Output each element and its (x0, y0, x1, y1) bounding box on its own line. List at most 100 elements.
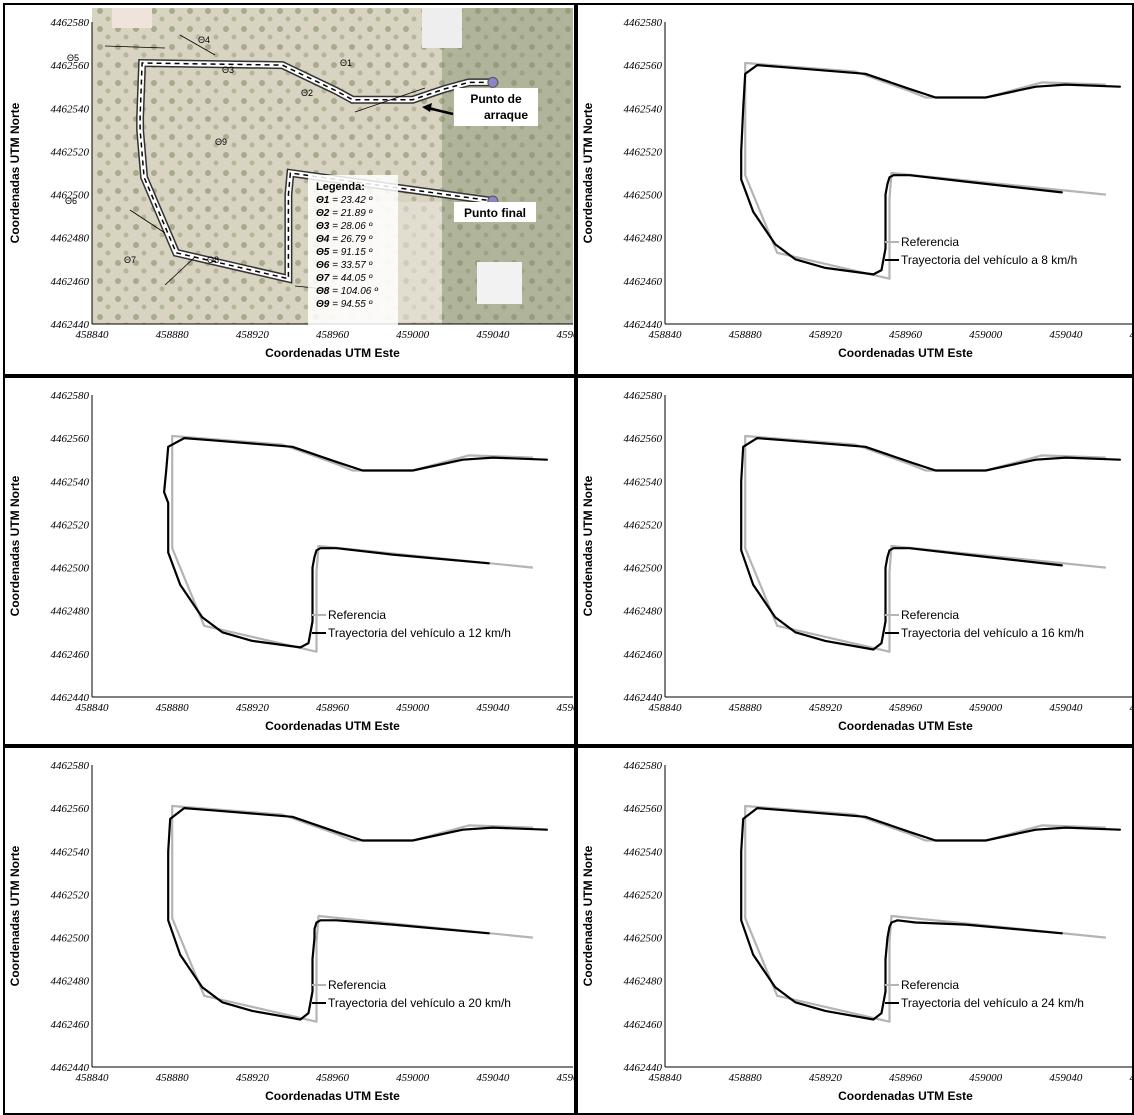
angle-marker: Θ8 (207, 255, 219, 265)
trajectory-line (740, 63, 1121, 276)
chart-svg: 4462440 4462460 4462480 4462500 4462520 44625… (8, 390, 574, 733)
chart-svg: 4462440 4462460 4462480 4462500 4462520 44625… (8, 8, 575, 360)
y-tick-label: 4462540 (51, 846, 90, 858)
end-label: Punto final (464, 206, 526, 220)
panel-trajectory-4: 4462440 4462460 4462480 4462500 4462520 44625… (3, 746, 576, 1115)
y-tick-label: 4462500 (51, 563, 90, 575)
chart-svg: 4462440 4462460 4462480 4462500 4462520 44625… (581, 390, 1132, 733)
y-tick-label: 4462440 (51, 692, 90, 704)
x-tick-label: 459000 (396, 1072, 430, 1084)
y-tick-label: 4462560 (51, 60, 90, 72)
y-tick-label: 4462500 (51, 190, 90, 202)
y-tick-label: 4462460 (624, 276, 663, 288)
x-tick-label: 458840 (649, 702, 683, 714)
x-tick-label: 459040 (476, 702, 510, 714)
x-tick-label: 458880 (156, 702, 190, 714)
panel-trajectory-5: 4462440 4462460 4462480 4462500 4462520 44625… (576, 746, 1134, 1115)
x-axis-title: Coordenadas UTM Este (265, 719, 400, 733)
x-tick-label: 458880 (729, 702, 763, 714)
angle-reference-line (179, 34, 216, 56)
x-tick-label: 458880 (156, 1072, 190, 1084)
legend-label-trajectory: Trayectoria del vehículo a 12 km/h (328, 626, 511, 640)
legend-item: Θ9 = 94.55 º (316, 299, 374, 310)
y-tick-label: 4462580 (624, 17, 663, 29)
building (477, 262, 522, 304)
x-tick-label: 458960 (889, 702, 923, 714)
y-tick-label: 4462480 (624, 606, 663, 618)
y-tick-label: 4462540 (51, 476, 90, 488)
y-axis-title: Coordenadas UTM Norte (8, 845, 22, 986)
legend-item: Θ6 = 33.57 º (316, 260, 374, 271)
y-tick-label: 4462500 (51, 933, 90, 945)
chart-svg: 4462440 4462460 4462480 4462500 4462520 44625… (8, 760, 574, 1103)
plot-area (92, 765, 573, 1067)
y-tick-label: 4462580 (51, 17, 90, 29)
x-tick-label: 458960 (316, 702, 350, 714)
angle-reference-line (104, 45, 166, 49)
y-tick-label: 4462460 (51, 649, 90, 661)
x-tick-label: 459040 (1049, 1072, 1083, 1084)
y-axis-title: Coordenadas UTM Norte (8, 475, 22, 616)
y-tick-label: 4462540 (624, 846, 663, 858)
x-tick-label: 458840 (76, 702, 110, 714)
legend-label-trajectory: Trayectoria del vehículo a 20 km/h (328, 996, 511, 1010)
y-tick-label: 4462500 (624, 933, 663, 945)
x-tick-label: 458920 (809, 329, 843, 341)
panel-trajectory-1: 4462440 4462460 4462480 4462500 4462520 44625… (576, 3, 1134, 376)
y-tick-label: 4462480 (624, 976, 663, 988)
y-tick-label: 4462460 (624, 649, 663, 661)
angle-marker: Θ3 (222, 65, 234, 75)
legend-item: Θ4 = 26.79 º (316, 234, 374, 245)
x-axis-title: Coordenadas UTM Este (265, 346, 400, 360)
y-tick-label: 4462460 (624, 1019, 663, 1031)
y-tick-label: 4462560 (51, 803, 90, 815)
legend-label-reference: Referencia (328, 608, 386, 622)
x-tick-label: 458960 (316, 1072, 350, 1084)
x-tick-label: 458840 (76, 329, 110, 341)
y-axis-title: Coordenadas UTM Norte (581, 102, 595, 243)
y-tick-label: 4462580 (51, 390, 90, 402)
trajectory-line (740, 807, 1121, 1021)
y-tick-label: 4462520 (51, 146, 90, 158)
y-tick-label: 4462580 (51, 760, 90, 772)
legend-item: Θ5 = 91.15 º (316, 247, 374, 258)
x-tick-label: 458880 (729, 1072, 763, 1084)
panel-trajectory-2: 4462440 4462460 4462480 4462500 4462520 44625… (3, 376, 576, 746)
angle-reference-line (164, 256, 196, 286)
start-arrow-head (422, 103, 432, 112)
legend-label-trajectory: Trayectoria del vehículo a 24 km/h (901, 996, 1084, 1010)
x-tick-label: 459040 (1049, 702, 1083, 714)
y-tick-label: 4462460 (51, 276, 90, 288)
start-arrow (427, 106, 454, 116)
chart-svg: 4462440 4462460 4462480 4462500 4462520 44625… (581, 760, 1133, 1103)
legend-label-reference: Referencia (328, 978, 386, 992)
x-tick-label: 459000 (969, 329, 1003, 341)
angle-reference-line (129, 209, 166, 234)
x-tick-label: 459000 (396, 329, 430, 341)
x-tick-label: 459080 (557, 329, 575, 341)
chart-svg: 4462440 4462460 4462480 4462500 4462520 44625… (581, 17, 1132, 360)
panel-route-map: 4462440 4462460 4462480 4462500 4462520 44625… (3, 3, 576, 376)
building (422, 8, 462, 48)
y-tick-label: 4462540 (624, 103, 663, 115)
x-tick-label: 459000 (396, 702, 430, 714)
x-tick-label: 458960 (889, 1072, 923, 1084)
x-tick-label: 458880 (156, 329, 190, 341)
x-tick-label: 458920 (236, 1072, 270, 1084)
y-tick-label: 4462540 (51, 103, 90, 115)
x-tick-label: 458920 (236, 702, 270, 714)
legend-label-reference: Referencia (901, 608, 959, 622)
legend-item: Θ1 = 23.42 º (316, 195, 374, 206)
legend-item: Θ2 = 21.89 º (316, 208, 374, 219)
x-tick-label: 458920 (809, 1072, 843, 1084)
y-tick-label: 4462580 (624, 390, 663, 402)
y-tick-label: 4462480 (51, 233, 90, 245)
x-tick-label: 458920 (236, 329, 270, 341)
y-tick-label: 4462580 (624, 760, 663, 772)
y-tick-label: 4462480 (51, 606, 90, 618)
legend-title: Legenda: (316, 181, 365, 193)
y-tick-label: 4462500 (624, 563, 663, 575)
y-tick-label: 4462520 (51, 889, 90, 901)
x-tick-label: 459080 (1130, 1072, 1133, 1084)
y-axis-title: Coordenadas UTM Norte (8, 102, 22, 243)
